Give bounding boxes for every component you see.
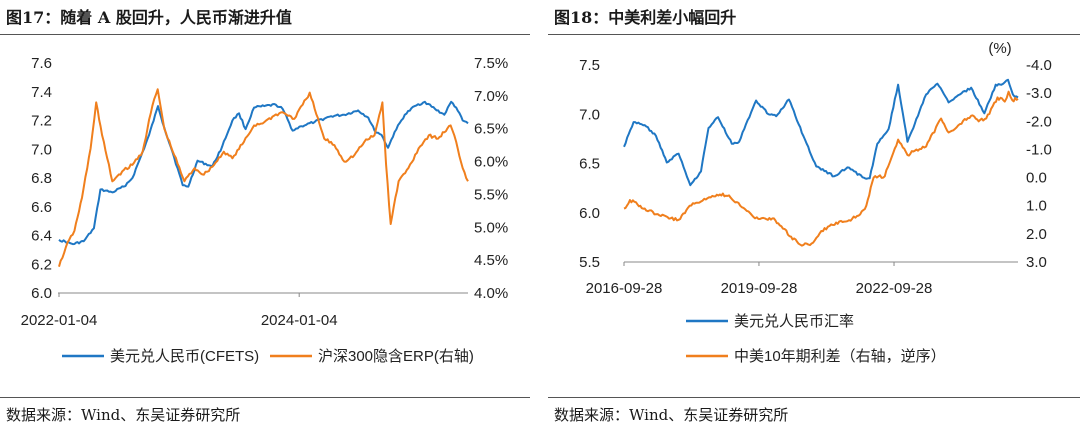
figure-title: 图17：随着 A 股回升，人民币渐进升值 xyxy=(6,8,292,27)
legend-label: 沪深300隐含ERP(右轴) xyxy=(318,348,474,365)
source-note: 数据来源：Wind、东吴证券研究所 xyxy=(6,406,241,424)
y-left-tick-label: 6.2 xyxy=(31,256,52,273)
y-left-tick-label: 7.0 xyxy=(579,106,600,123)
x-tick-label: 2019-09-28 xyxy=(721,280,798,297)
y-left-tick-label: 7.4 xyxy=(31,84,52,101)
x-tick-label: 2022-01-04 xyxy=(21,312,98,329)
x-tick-label: 2022-09-28 xyxy=(856,280,933,297)
legend-label: 美元兑人民币(CFETS) xyxy=(110,348,259,365)
y-left-tick-label: 6.6 xyxy=(31,199,52,216)
y-right-tick-label: 7.0% xyxy=(474,88,508,105)
y-right-tick-label: -3.0 xyxy=(1026,85,1052,102)
y-left-tick-label: 6.5 xyxy=(579,156,600,173)
figure-17-panel: 图17：随着 A 股回升，人民币渐进升值 6.0 6.2 6.4 6.6 6.8 7.0 7… xyxy=(0,0,530,431)
y-left-tick-label: 7.5 xyxy=(579,57,600,74)
y-right-tick-label: 5.5% xyxy=(474,186,508,203)
y-right-tick-label: 6.0% xyxy=(474,154,508,171)
y-right-tick-label: 6.5% xyxy=(474,121,508,138)
series-line xyxy=(58,88,469,267)
legend-label: 美元兑人民币汇率 xyxy=(734,313,854,330)
bottom-rule xyxy=(548,397,1080,398)
y-left-tick-label: 6.0 xyxy=(579,205,600,222)
y-right-tick-label: 4.0% xyxy=(474,285,508,302)
x-tick-label: 2024-01-04 xyxy=(261,312,338,329)
y-right-tick-label: 2.0 xyxy=(1026,226,1047,243)
y-left-tick-label: 6.8 xyxy=(31,170,52,187)
chart-18: 5.5 6.0 6.5 7.0 7.5 -4.0 -3.0 -2.0 -1.0 0.0 1.0 2.0… xyxy=(579,40,1052,365)
y-right-tick-label: -1.0 xyxy=(1026,141,1052,158)
y-right-tick-label: -2.0 xyxy=(1026,113,1052,130)
y-right-tick-label: 0.0 xyxy=(1026,170,1047,187)
y-right-tick-label: 7.5% xyxy=(474,55,508,72)
top-rule xyxy=(0,34,530,35)
chart-17: 6.0 6.2 6.4 6.6 6.8 7.0 7.2 7.4 7.6 4.0% 4.5% 5.0% 5… xyxy=(21,55,509,365)
series-line xyxy=(58,100,469,246)
series-line xyxy=(623,78,1019,187)
y-left-tick-label: 7.2 xyxy=(31,113,52,130)
bottom-rule xyxy=(0,397,530,398)
figure-title: 图18：中美利差小幅回升 xyxy=(554,8,737,27)
y-right-tick-label: 3.0 xyxy=(1026,254,1047,271)
y-left-tick-label: 6.4 xyxy=(31,228,52,245)
y-left-tick-label: 7.6 xyxy=(31,55,52,72)
y-right-tick-label: 4.5% xyxy=(474,252,508,269)
unit-label: (%) xyxy=(988,40,1011,57)
y-left-tick-label: 5.5 xyxy=(579,254,600,271)
x-tick-label: 2016-09-28 xyxy=(586,280,663,297)
y-left-tick-label: 7.0 xyxy=(31,141,52,158)
legend-label: 中美10年期利差（右轴，逆序） xyxy=(734,348,946,365)
series-line xyxy=(623,90,1019,247)
y-right-tick-label: 1.0 xyxy=(1026,198,1047,215)
y-left-tick-label: 6.0 xyxy=(31,285,52,302)
top-rule xyxy=(548,34,1080,35)
figure-18-panel: 图18：中美利差小幅回升 5.5 6.0 6.5 7.0 7.5 -4.0 -3.0 -2.0… xyxy=(548,0,1080,431)
y-right-tick-label: -4.0 xyxy=(1026,57,1052,74)
y-right-tick-label: 5.0% xyxy=(474,219,508,236)
source-note: 数据来源：Wind、东吴证券研究所 xyxy=(554,406,789,424)
